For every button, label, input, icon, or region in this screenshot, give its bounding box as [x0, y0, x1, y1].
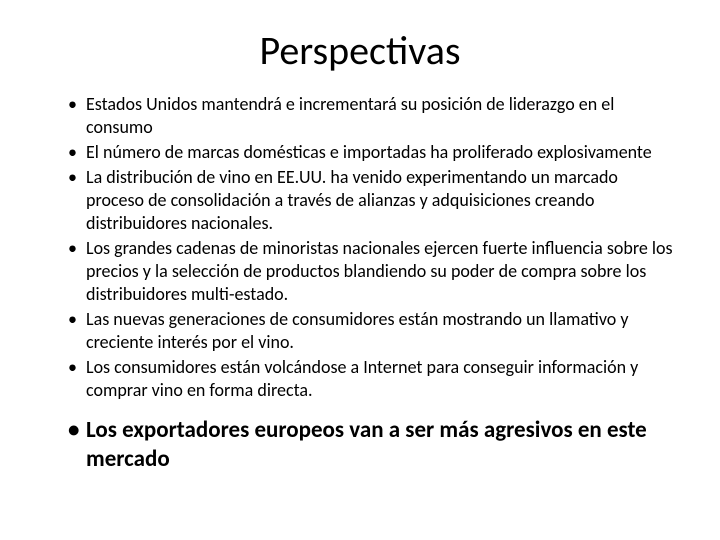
slide-title: Perspectivas: [40, 26, 680, 75]
list-item: El número de marcas domésticas e importa…: [68, 141, 680, 164]
list-item: Los grandes cadenas de minoristas nacion…: [68, 237, 680, 306]
slide: Perspectivas Estados Unidos mantendrá e …: [0, 0, 720, 540]
list-item: Estados Unidos mantendrá e incrementará …: [68, 93, 680, 139]
bullet-list: Estados Unidos mantendrá e incrementará …: [40, 93, 680, 474]
list-item: La distribución de vino en EE.UU. ha ven…: [68, 166, 680, 235]
list-item: Las nuevas generaciones de consumidores …: [68, 308, 680, 354]
list-item-bold: Los exportadores europeos van a ser más …: [68, 416, 680, 474]
list-item: Los consumidores están volcándose a Inte…: [68, 356, 680, 402]
